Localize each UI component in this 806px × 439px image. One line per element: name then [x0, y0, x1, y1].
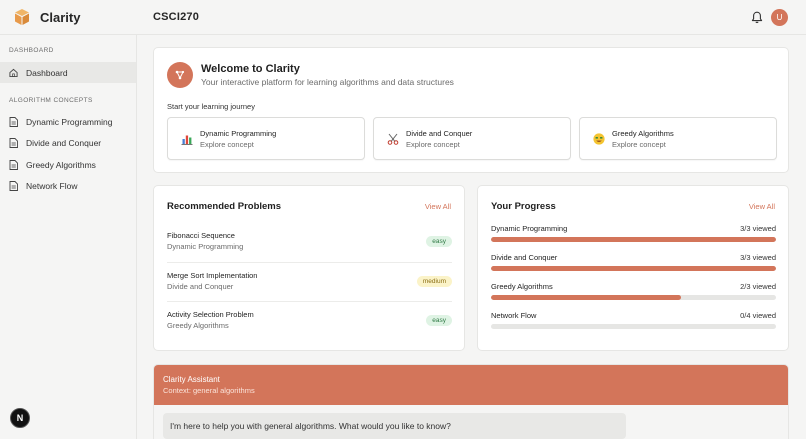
progress-bar — [491, 324, 776, 329]
sidebar-item-network-flow[interactable]: Network Flow — [0, 175, 136, 196]
sidebar-item-label: Dynamic Programming — [26, 116, 113, 127]
card-title: Your Progress — [491, 201, 556, 212]
progress-bar-fill — [491, 237, 776, 242]
progress-name: Divide and Conquer — [491, 253, 558, 262]
brand-logo[interactable]: Clarity — [13, 8, 80, 26]
sidebar: DASHBOARD Dashboard ALGORITHM CONCEPTS D… — [0, 35, 137, 439]
concept-title: Greedy Algorithms — [612, 129, 674, 138]
course-title: CSCI270 — [153, 11, 200, 23]
sidebar-item-dynamic-programming[interactable]: Dynamic Programming — [0, 111, 136, 132]
concept-title: Dynamic Programming — [200, 129, 277, 138]
sidebar-item-divide-and-conquer[interactable]: Divide and Conquer — [0, 132, 136, 153]
sidebar-section-dashboard: DASHBOARD — [9, 47, 54, 54]
assistant-header: Clarity Assistant Context: general algor… — [154, 365, 788, 405]
concept-subtitle: Explore concept — [200, 140, 254, 149]
assistant-panel: Clarity Assistant Context: general algor… — [153, 364, 789, 439]
sparkle-nodes-icon — [175, 70, 185, 80]
assistant-title: Clarity Assistant — [163, 375, 220, 384]
progress-count: 3/3 viewed — [740, 224, 776, 233]
progress-name: Network Flow — [491, 311, 537, 320]
problem-title: Merge Sort Implementation — [167, 271, 258, 280]
welcome-card: Welcome to Clarity Your interactive plat… — [153, 47, 789, 173]
progress-bar-fill — [491, 266, 776, 271]
sidebar-item-dashboard[interactable]: Dashboard — [0, 62, 136, 83]
recommended-problems-card: Recommended Problems View All Fibonacci … — [153, 185, 465, 351]
progress-card: Your Progress View All Dynamic Programmi… — [477, 185, 789, 351]
problem-category: Dynamic Programming — [167, 242, 244, 251]
assistant-context: Context: general algorithms — [163, 386, 255, 395]
top-bar: Clarity CSCI270 U — [0, 0, 806, 35]
bell-icon[interactable] — [751, 11, 763, 24]
concept-subtitle: Explore concept — [612, 140, 666, 149]
progress-name: Dynamic Programming — [491, 224, 568, 233]
document-icon — [9, 137, 18, 148]
brand-name: Clarity — [40, 9, 81, 25]
concept-title: Divide and Conquer — [406, 129, 473, 138]
problem-item[interactable]: Merge Sort Implementation Divide and Con… — [167, 262, 452, 301]
cube-logo-icon — [15, 9, 29, 25]
concept-subtitle: Explore concept — [406, 140, 460, 149]
welcome-logo — [167, 62, 193, 88]
welcome-subtitle: Your interactive platform for learning a… — [201, 77, 454, 87]
difficulty-badge: easy — [426, 236, 452, 247]
difficulty-badge: medium — [416, 276, 452, 287]
sidebar-item-label: Greedy Algorithms — [26, 159, 96, 170]
problem-item[interactable]: Fibonacci Sequence Dynamic Programming e… — [167, 231, 452, 270]
sidebar-item-greedy-algorithms[interactable]: Greedy Algorithms — [0, 154, 136, 175]
sidebar-item-label: Divide and Conquer — [26, 137, 102, 148]
problem-item[interactable]: Activity Selection Problem Greedy Algori… — [167, 301, 452, 340]
concept-card-greedy-algorithms[interactable]: Greedy Algorithms Explore concept — [579, 117, 777, 160]
view-all-problems-link[interactable]: View All — [424, 202, 451, 211]
concept-card-divide-and-conquer[interactable]: Divide and Conquer Explore concept — [373, 117, 571, 160]
problem-title: Activity Selection Problem — [167, 310, 254, 319]
concept-card-dynamic-programming[interactable]: Dynamic Programming Explore concept — [167, 117, 365, 160]
sidebar-item-label: Dashboard — [26, 67, 68, 78]
user-avatar[interactable]: U — [771, 9, 788, 26]
bar-chart-icon — [181, 135, 193, 145]
view-all-progress-link[interactable]: View All — [748, 202, 775, 211]
sidebar-item-label: Network Flow — [26, 180, 78, 191]
progress-bar-fill — [491, 295, 682, 300]
document-icon — [9, 116, 18, 127]
problem-category: Greedy Algorithms — [167, 321, 229, 330]
dev-tools-badge[interactable]: N — [10, 408, 30, 428]
document-icon — [9, 159, 18, 170]
progress-bar — [491, 237, 776, 242]
scissors-icon — [387, 133, 399, 145]
card-title: Recommended Problems — [167, 201, 282, 212]
document-icon — [9, 180, 18, 191]
welcome-title: Welcome to Clarity — [201, 63, 300, 75]
progress-count: 3/3 viewed — [740, 253, 776, 262]
progress-count: 0/4 viewed — [740, 311, 776, 320]
progress-bar — [491, 295, 776, 300]
difficulty-badge: easy — [426, 315, 452, 326]
progress-bar — [491, 266, 776, 271]
progress-name: Greedy Algorithms — [491, 282, 553, 291]
progress-count: 2/3 viewed — [740, 282, 776, 291]
assistant-message: I'm here to help you with general algori… — [163, 413, 626, 439]
problem-category: Divide and Conquer — [167, 282, 234, 291]
start-journey-label: Start your learning journey — [167, 102, 255, 111]
problem-title: Fibonacci Sequence — [167, 231, 235, 240]
sidebar-section-concepts: ALGORITHM CONCEPTS — [9, 97, 93, 104]
greedy-face-icon — [593, 133, 605, 145]
home-icon — [9, 68, 18, 77]
